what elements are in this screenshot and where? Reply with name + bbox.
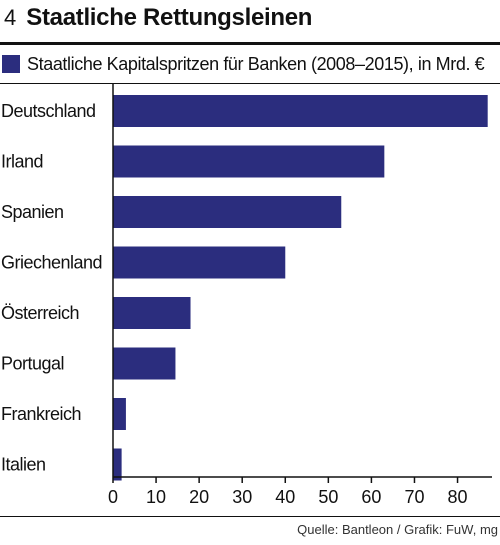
category-label: Österreich xyxy=(1,303,79,323)
category-label: Italien xyxy=(1,455,46,475)
figure-heading: 4 Staatliche Rettungsleinen xyxy=(4,4,312,36)
x-tick-label: 10 xyxy=(146,487,166,507)
source-note: Quelle: Bantleon / Grafik: FuW, mg xyxy=(297,522,498,537)
legend-label: Staatliche Kapitalspritzen für Banken (2… xyxy=(27,53,485,74)
figure-number: 4 xyxy=(4,5,17,30)
legend-swatch xyxy=(2,55,20,73)
category-label: Griechenland xyxy=(1,253,102,273)
bar xyxy=(113,398,126,430)
footer-rule xyxy=(0,516,500,517)
x-tick-label: 50 xyxy=(318,487,338,507)
legend: Staatliche Kapitalspritzen für Banken (2… xyxy=(0,50,500,78)
bar xyxy=(113,297,191,329)
bar xyxy=(113,145,385,178)
category-label: Deutschland xyxy=(1,101,96,121)
x-tick-label: 70 xyxy=(404,487,424,507)
bar xyxy=(113,448,122,481)
title-rule xyxy=(0,42,500,45)
bar xyxy=(113,246,286,279)
bar-chart: Deutschland Irland Spanien Griechenland Öste… xyxy=(1,84,492,507)
legend-rule xyxy=(0,83,500,84)
chart-title: Staatliche Rettungsleinen xyxy=(26,4,313,31)
x-tick-label: 0 xyxy=(108,487,118,507)
category-label: Irland xyxy=(1,152,43,172)
bar xyxy=(113,347,176,380)
x-tick-label: 80 xyxy=(448,487,468,507)
x-tick-label: 30 xyxy=(232,487,252,507)
bar xyxy=(113,95,488,127)
category-label: Spanien xyxy=(1,202,64,222)
category-label: Portugal xyxy=(1,354,64,374)
bar xyxy=(113,196,342,228)
x-tick-label: 40 xyxy=(275,487,295,507)
x-tick-label: 20 xyxy=(189,487,209,507)
x-tick-label: 60 xyxy=(361,487,381,507)
category-label: Frankreich xyxy=(1,404,81,424)
